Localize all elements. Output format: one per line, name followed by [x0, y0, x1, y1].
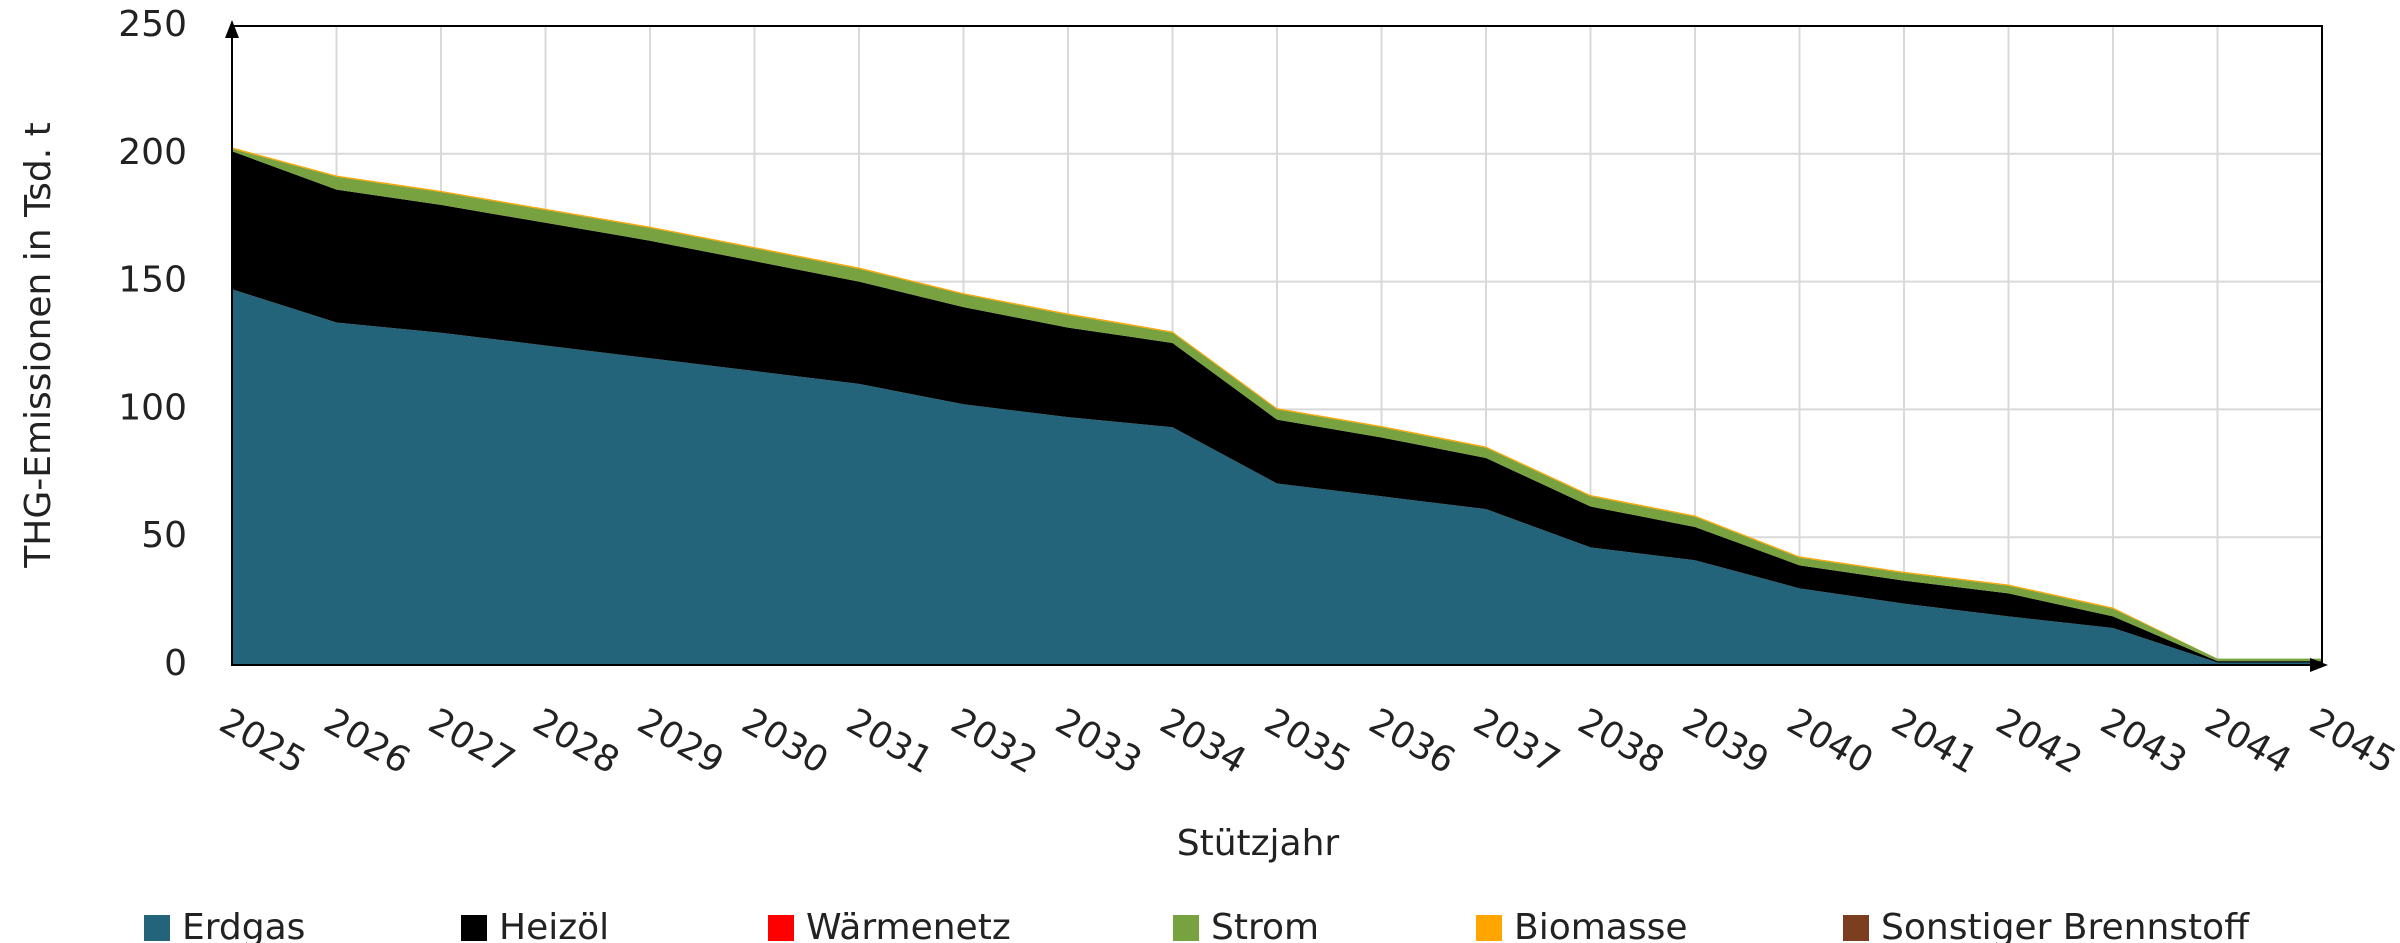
legend-item: Wärmenetz	[768, 907, 1011, 943]
legend-item: Heizöl	[461, 907, 609, 943]
y-tick-label: 100	[118, 387, 187, 428]
legend-label: Biomasse	[1514, 907, 1688, 943]
x-axis-label: Stützjahr	[1177, 823, 1340, 864]
y-tick-label: 50	[141, 515, 187, 556]
legend-item: Strom	[1173, 907, 1319, 943]
legend-swatch	[461, 915, 487, 941]
x-tick-label: 2040	[1780, 701, 1880, 782]
x-tick-label: 2044	[2198, 701, 2298, 782]
legend-label: Wärmenetz	[806, 907, 1011, 943]
area	[232, 147, 2322, 659]
legend-label: Heizöl	[499, 907, 609, 943]
x-tick-label: 2030	[735, 701, 835, 782]
legend-swatch	[1843, 915, 1869, 941]
x-tick-label: 2041	[1885, 701, 1985, 782]
legend-label: Strom	[1211, 907, 1319, 943]
y-tick-label: 0	[164, 643, 187, 684]
x-tick-label: 2031	[840, 701, 940, 782]
x-tick-label: 2034	[1153, 701, 1253, 782]
legend-swatch	[144, 915, 170, 941]
x-tick-label: 2036	[1362, 701, 1462, 782]
area	[232, 289, 2322, 665]
y-tick-label: 250	[118, 4, 187, 45]
legend-label: Sonstiger Brennstoff	[1881, 907, 2250, 943]
x-tick-label: 2039	[1676, 701, 1776, 782]
x-tick-label: 2027	[422, 701, 522, 782]
legend-swatch	[768, 915, 794, 941]
y-axis-label: THG-Emissionen in Tsd. t	[18, 122, 59, 568]
legend-item: Erdgas	[144, 907, 305, 943]
y-tick-label: 150	[118, 260, 187, 301]
x-tick-label: 2038	[1571, 701, 1671, 782]
area	[232, 151, 2322, 663]
x-tick-label: 2032	[944, 701, 1044, 782]
legend-swatch	[1173, 915, 1199, 941]
x-tick-label: 2043	[2094, 701, 2194, 782]
area	[232, 148, 2322, 662]
legend-item: Sonstiger Brennstoff	[1843, 907, 2250, 943]
x-tick-label: 2037	[1467, 701, 1567, 782]
axis-arrow	[2310, 658, 2328, 672]
x-tick-label: 2028	[526, 701, 626, 782]
x-tick-label: 2035	[1258, 701, 1358, 782]
x-tick-label: 2029	[631, 701, 731, 782]
x-tick-label: 2045	[2303, 701, 2400, 782]
x-tick-label: 2026	[317, 701, 417, 782]
x-tick-label: 2042	[1989, 701, 2089, 782]
y-tick-label: 200	[118, 132, 187, 173]
legend-label: Erdgas	[182, 907, 305, 943]
x-tick-label: 2033	[1049, 701, 1149, 782]
axis-arrow	[225, 20, 239, 38]
legend-item: Biomasse	[1476, 907, 1688, 943]
legend-swatch	[1476, 915, 1502, 941]
x-tick-label: 2025	[213, 701, 313, 782]
